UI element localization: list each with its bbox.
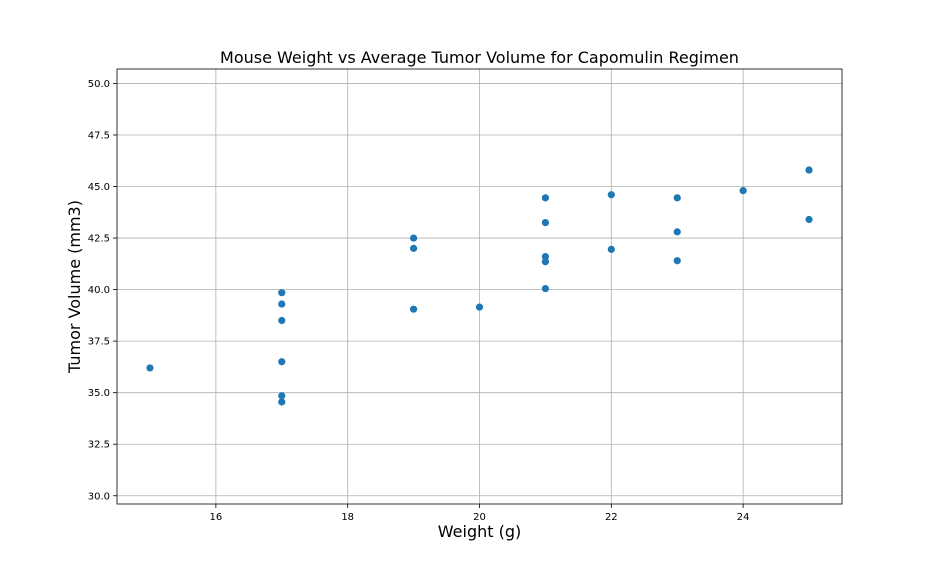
grid [117, 69, 842, 504]
y-tick-label: 50.0 [88, 79, 110, 90]
axis-ticks: 16 18 20 22 24 30.0 32.5 35.0 37.5 40.0 42.5 45.0 47… [88, 79, 750, 523]
y-tick-label: 42.5 [88, 234, 110, 245]
y-tick-label: 32.5 [88, 440, 110, 451]
y-axis-label: Tumor Volume (mm3) [65, 200, 84, 374]
y-tick-label: 30.0 [88, 491, 110, 502]
x-tick-label: 20 [473, 512, 486, 523]
y-tick-label: 35.0 [88, 388, 110, 399]
data-point [607, 245, 615, 253]
y-tick-label: 37.5 [88, 337, 110, 348]
data-point [673, 257, 681, 265]
y-tick-label: 47.5 [88, 130, 110, 141]
data-point [409, 305, 418, 313]
data-point [278, 289, 286, 297]
data-point [541, 258, 550, 266]
y-tick-label: 45.0 [88, 182, 110, 193]
data-point [541, 194, 550, 202]
y-tick-label: 40.0 [88, 285, 110, 296]
x-axis-label: Weight (g) [438, 522, 521, 541]
data-point [673, 228, 681, 236]
data-point [805, 215, 813, 224]
data-point [146, 364, 154, 372]
data-point [409, 244, 418, 252]
x-tick-label: 24 [737, 512, 750, 523]
chart-title: Mouse Weight vs Average Tumor Volume for… [220, 48, 739, 67]
data-point [541, 253, 550, 261]
data-point [739, 187, 747, 195]
data-point [278, 316, 286, 325]
data-point [278, 392, 286, 400]
data-point [541, 218, 550, 227]
x-tick-label: 16 [209, 512, 222, 523]
data-point [409, 234, 418, 242]
data-point [475, 303, 484, 311]
data-point [541, 284, 550, 293]
data-point [278, 398, 286, 406]
x-tick-label: 18 [341, 512, 354, 523]
data-point [278, 300, 286, 308]
data-point [673, 194, 681, 202]
data-points [146, 166, 813, 406]
data-point [278, 358, 286, 366]
x-tick-label: 22 [605, 512, 618, 523]
data-point [607, 191, 615, 199]
data-point [805, 166, 813, 174]
